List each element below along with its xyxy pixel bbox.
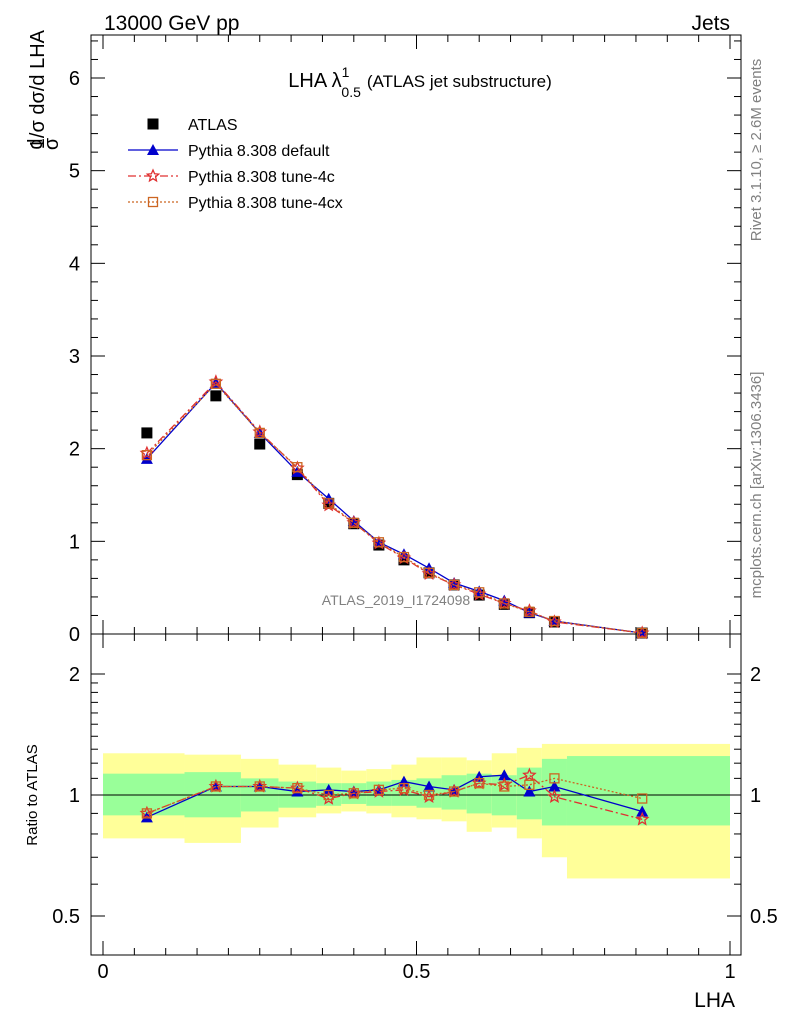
ratio-y-tick-label-right: 1: [750, 785, 761, 807]
ratio-y-tick-label-right: 2: [750, 664, 761, 686]
marker-open-square: [348, 517, 359, 528]
marker-open-square: [348, 788, 359, 799]
marker-open-square: [373, 537, 385, 548]
marker-open-square: [292, 462, 303, 473]
marker-star: [145, 168, 161, 183]
marker-open-square: [210, 378, 222, 389]
x-tick-label: 0: [97, 961, 108, 983]
legend-entry: Pythia 8.308 default: [188, 143, 330, 160]
y-axis-label-top: dσ: [25, 137, 63, 150]
marker-triangle: [140, 452, 153, 464]
marker-star: [634, 811, 650, 826]
marker-open-square: [637, 627, 648, 639]
marker-open-square: [423, 567, 435, 578]
legend-entry: Pythia 8.308 tune-4cx: [188, 195, 343, 212]
marker-square: [254, 438, 266, 450]
y-tick-label: 4: [69, 253, 80, 275]
series-line: [146, 382, 643, 634]
marker-triangle: [322, 783, 335, 795]
legend-entry: Pythia 8.308 tune-4c: [188, 169, 335, 186]
marker-triangle: [636, 805, 649, 817]
marker-open-square: [323, 789, 334, 801]
svg-text:dσ: dσ: [25, 137, 63, 150]
chart-title-main: LHA λ: [288, 70, 341, 92]
y-tick-label: 0: [69, 624, 80, 646]
marker-triangle: [523, 785, 536, 797]
data-series: [139, 374, 650, 826]
mcplots-label: mcplots.cern.ch [arXiv:1306.3436]: [748, 372, 765, 599]
marker-open-square: [524, 606, 535, 617]
y-tick-label: 2: [69, 439, 80, 461]
marker-open-square: [398, 783, 410, 794]
ratio-y-tick-label-right: 0.5: [750, 906, 778, 928]
chart-title-sub: 0.5: [341, 84, 361, 100]
marker-triangle: [147, 144, 159, 155]
marker-open-square: [448, 786, 460, 797]
marker-open-square: [448, 579, 460, 591]
ratio-y-tick-label-left: 0.5: [52, 906, 80, 928]
marker-open-square: [474, 587, 485, 598]
legend-entry: ATLAS: [188, 117, 238, 134]
legend: ATLAS Pythia 8.308 default Pythia 8.308 tu…: [128, 117, 343, 212]
axes: 0 0.5 1 0 1 2 3 4 5 6 0.5 0.5 1 1 2 2: [52, 34, 778, 983]
x-tick-label: 0.5: [403, 961, 431, 983]
marker-open-square: [141, 808, 153, 819]
marker-open-square: [147, 196, 159, 208]
watermark: ATLAS_2019_I1724098: [322, 592, 471, 608]
marker-square: [210, 390, 222, 402]
ratio-series-line: [146, 774, 643, 820]
marker-star: [522, 767, 537, 782]
marker-triangle: [548, 780, 561, 792]
marker-open-square: [423, 789, 435, 801]
marker-open-square: [524, 779, 535, 790]
chart-title-rest: (ATLAS jet substructure): [367, 72, 552, 91]
uncertainty-bands: [103, 743, 730, 879]
chart-title-sup: 1: [342, 64, 350, 80]
y-tick-label: 6: [69, 68, 80, 90]
marker-open-square: [549, 773, 560, 784]
x-axis-label: LHA: [694, 989, 735, 1012]
y-axis-label: 1/σ dσ/d LHA: [27, 29, 49, 149]
header-right: Jets: [691, 12, 730, 35]
header-left: 13000 GeV pp: [104, 12, 239, 35]
y-tick-label: 5: [69, 161, 80, 183]
marker-open-square: [398, 551, 410, 563]
marker-triangle: [498, 769, 511, 781]
ratio-y-tick-label-left: 2: [69, 664, 80, 686]
band-inner: [566, 756, 730, 826]
marker-open-square: [254, 427, 265, 439]
marker-open-square: [637, 793, 648, 804]
y-axis-label-ratio: Ratio to ATLAS: [24, 744, 41, 845]
marker-star: [547, 789, 562, 803]
marker-open-square: [499, 781, 510, 792]
ylabel-part: σ: [41, 137, 63, 150]
marker-open-square: [499, 598, 510, 609]
marker-open-square: [292, 783, 303, 794]
x-tick-label: 1: [724, 961, 735, 983]
marker-open-square: [141, 450, 153, 461]
marker-open-square: [210, 781, 222, 792]
chart-title: LHA λ1 0.5 (ATLAS jet substructure): [288, 64, 551, 100]
rivet-label: Rivet 3.1.10, ≥ 2.6M events: [748, 59, 765, 242]
marker-open-square: [549, 615, 560, 627]
ratio-y-tick-label-left: 1: [69, 785, 80, 807]
marker-triangle: [423, 780, 436, 792]
y-tick-label: 1: [69, 531, 80, 553]
marker-open-square: [323, 498, 334, 509]
y-tick-label: 3: [69, 346, 80, 368]
marker-square: [141, 427, 153, 439]
marker-square: [147, 118, 159, 130]
marker-square: [398, 554, 410, 566]
marker-open-square: [254, 781, 265, 792]
ylabel-part: d: [25, 138, 47, 149]
marker-open-square: [373, 784, 385, 795]
marker-open-square: [474, 778, 485, 789]
